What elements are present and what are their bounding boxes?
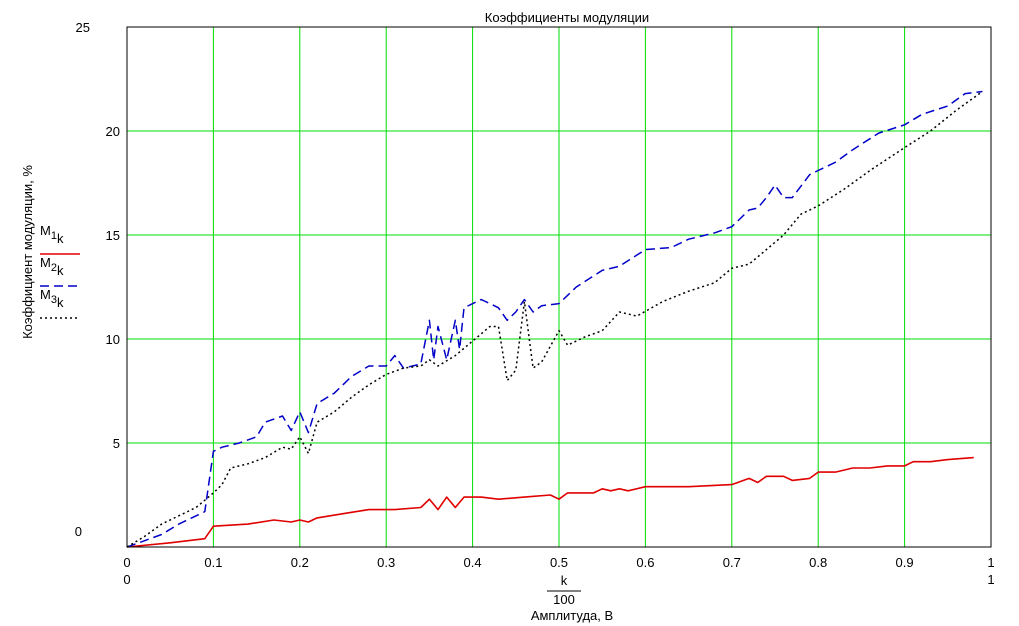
y-tick-label: 15: [106, 228, 120, 243]
x-range-max-label: 1: [987, 572, 994, 587]
plot-frame: [126, 26, 992, 548]
x-tick-label: 0.1: [204, 555, 222, 570]
y-tick-labels: 5 10 15 20: [106, 124, 120, 451]
x-tick-label: 0.6: [636, 555, 654, 570]
legend-label-M1k: M1k: [40, 223, 64, 246]
x-tick-label: 1: [987, 555, 994, 570]
chart-title: Коэффициенты модуляции: [485, 10, 649, 25]
x-tick-label: 0.8: [809, 555, 827, 570]
series-line-M2k: [126, 90, 983, 548]
x-tick-label: 0.9: [896, 555, 914, 570]
legend-label-M2k: M2k: [40, 255, 64, 278]
y-tick-label: 10: [106, 332, 120, 347]
y-range-max-label: 25: [76, 20, 90, 35]
y-tick-label: 20: [106, 124, 120, 139]
x-tick-labels: 0 0.1 0.2 0.3 0.4 0.5 0.6 0.7 0.8 0.9 1: [123, 555, 994, 570]
series-line-M1k: [126, 456, 974, 548]
x-axis-label: Амплитуда, В: [531, 608, 613, 623]
x-range-min-label: 0: [123, 572, 130, 587]
x-tick-label: 0.7: [723, 555, 741, 570]
x-tick-label: 0.5: [550, 555, 568, 570]
series-layer: [126, 90, 983, 548]
grid: [127, 27, 991, 547]
x-tick-label: 0.2: [291, 555, 309, 570]
y-range-min-label: 0: [75, 524, 82, 539]
series-line-M3k: [126, 90, 983, 548]
x-expression-denominator: 100: [553, 592, 575, 607]
y-axis-label: Коэффициент модуляции, %: [20, 165, 35, 339]
x-tick-label: 0.3: [377, 555, 395, 570]
legend-label-M3k: M3k: [40, 287, 64, 310]
legend: M1k M2k M3k: [40, 223, 80, 319]
x-expression-numerator: k: [561, 573, 568, 588]
x-tick-label: 0: [123, 555, 130, 570]
y-tick-label: 5: [113, 436, 120, 451]
x-tick-label: 0.4: [464, 555, 482, 570]
